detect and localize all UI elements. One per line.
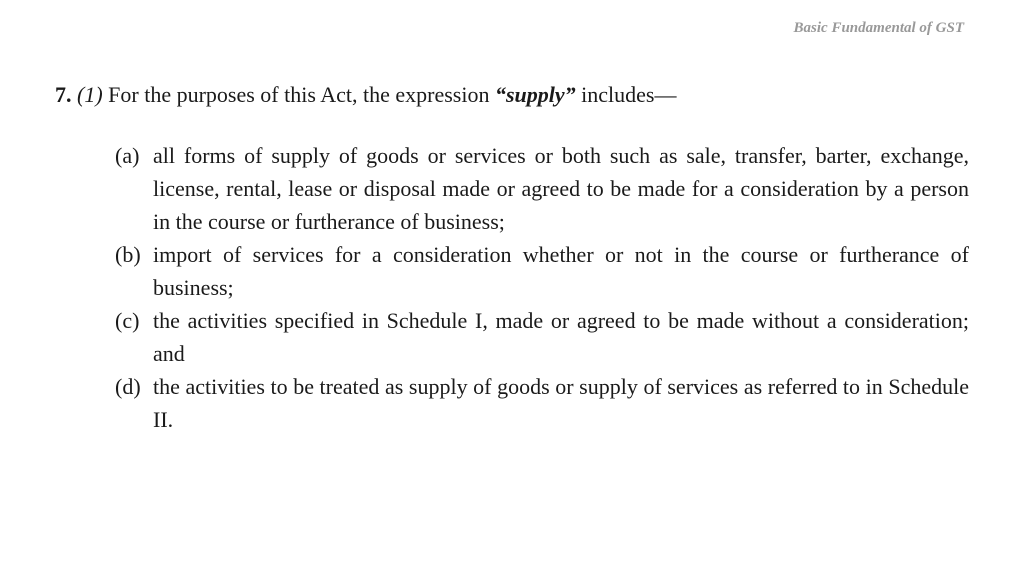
header-title: Basic Fundamental of GST — [794, 20, 964, 36]
intro-text-after: includes— — [576, 82, 677, 107]
page-header: Basic Fundamental of GST — [794, 20, 964, 37]
list-text: all forms of supply of goods or services… — [153, 139, 969, 238]
section-number: 7. — [55, 82, 72, 107]
list-marker: (c) — [115, 304, 153, 370]
list-item: (c) the activities specified in Schedule… — [115, 304, 969, 370]
document-content: 7. (1) For the purposes of this Act, the… — [55, 78, 969, 436]
list-text: import of services for a consideration w… — [153, 238, 969, 304]
list-text: the activities to be treated as supply o… — [153, 370, 969, 436]
list-item: (a) all forms of supply of goods or serv… — [115, 139, 969, 238]
supply-term: “supply” — [495, 82, 576, 107]
list-item: (b) import of services for a considerati… — [115, 238, 969, 304]
subsection-number: (1) — [77, 82, 103, 107]
list-marker: (b) — [115, 238, 153, 304]
list-item: (d) the activities to be treated as supp… — [115, 370, 969, 436]
intro-text-before: For the purposes of this Act, the expres… — [103, 82, 495, 107]
list-marker: (a) — [115, 139, 153, 238]
definition-list: (a) all forms of supply of goods or serv… — [55, 139, 969, 436]
intro-paragraph: 7. (1) For the purposes of this Act, the… — [55, 78, 969, 111]
list-marker: (d) — [115, 370, 153, 436]
list-text: the activities specified in Schedule I, … — [153, 304, 969, 370]
